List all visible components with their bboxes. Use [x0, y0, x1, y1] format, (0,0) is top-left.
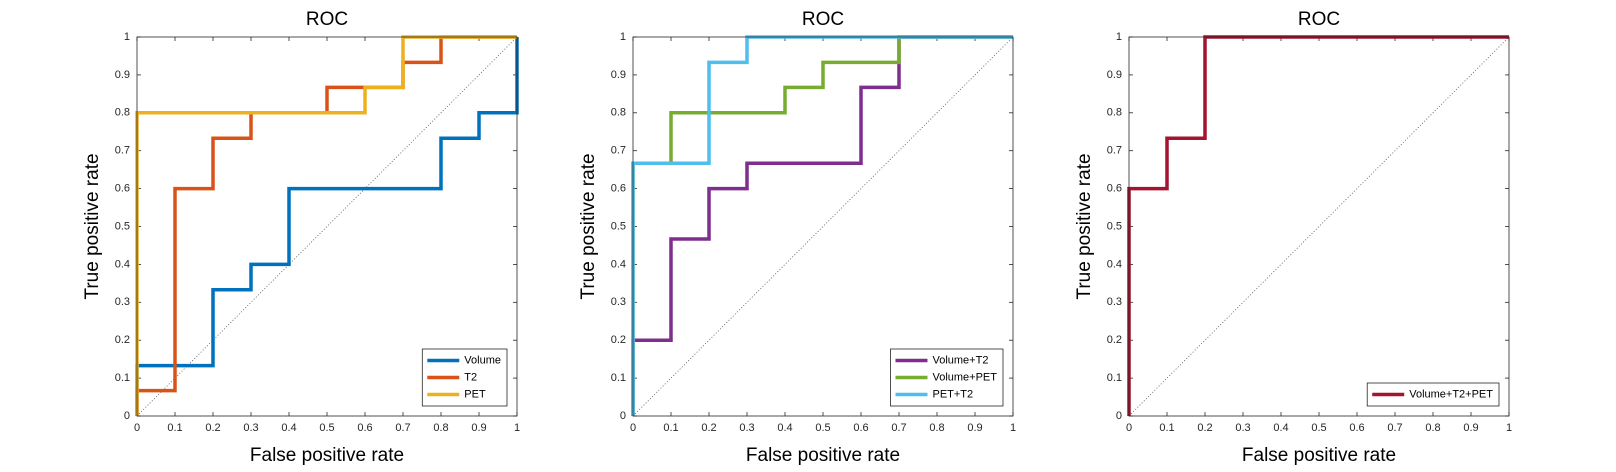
y-tick-label: 0.9: [115, 69, 130, 81]
y-tick-label: 0.1: [1107, 372, 1122, 384]
x-tick-label: 0: [134, 422, 140, 434]
y-tick-label: 0.2: [115, 334, 130, 346]
y-tick-label: 0.5: [1107, 220, 1122, 232]
y-tick-label: 0.7: [1107, 145, 1122, 157]
y-axis-label: True positive rate: [82, 153, 103, 299]
y-tick-label: 0.3: [1107, 296, 1122, 308]
x-tick-label: 0.8: [1425, 422, 1440, 434]
legend: Volume+T2 Volume+PET PET+T2: [890, 348, 1004, 407]
y-tick-label: 0.7: [611, 145, 626, 157]
x-tick-label: 0.9: [1463, 422, 1478, 434]
y-tick-label: 0.5: [611, 220, 626, 232]
y-tick-label: 0.8: [1107, 107, 1122, 119]
legend-label: PET+T2: [932, 388, 973, 400]
x-tick-label: 0: [630, 422, 636, 434]
y-tick-label: 0.2: [611, 334, 626, 346]
x-tick-label: 0.1: [663, 422, 678, 434]
y-tick-label: 0.3: [115, 296, 130, 308]
x-tick-label: 0.2: [1197, 422, 1212, 434]
axes-box: [1128, 36, 1510, 417]
x-tick-label: 1: [1010, 422, 1016, 434]
y-tick-label: 1: [1116, 31, 1122, 43]
y-tick-label: 0.3: [611, 296, 626, 308]
y-tick-label: 0.8: [611, 107, 626, 119]
x-tick-label: 0.3: [1235, 422, 1250, 434]
legend-label: Volume+T2: [932, 354, 988, 366]
chance-line: [1128, 36, 1510, 417]
y-tick-label: 0.4: [115, 258, 130, 270]
x-tick-label: 0.8: [433, 422, 448, 434]
y-tick-label: 0.9: [611, 69, 626, 81]
y-axis-label: True positive rate: [1074, 153, 1095, 299]
y-tick-label: 0.1: [115, 372, 130, 384]
y-tick-label: 0.4: [1107, 258, 1122, 270]
chart-title: ROC: [306, 9, 348, 30]
x-tick-label: 0.2: [205, 422, 220, 434]
y-tick-label: 0.6: [115, 183, 130, 195]
roc-curve: [135, 37, 519, 416]
x-tick-label: 0.4: [777, 422, 792, 434]
y-tick-label: 0.1: [611, 372, 626, 384]
y-tick-label: 0.8: [115, 107, 130, 119]
y-tick-label: 0: [124, 410, 130, 422]
legend-box: [1366, 382, 1500, 407]
y-tick-label: 0.5: [115, 220, 130, 232]
y-tick-label: 0.6: [611, 183, 626, 195]
chance-line: [136, 36, 518, 417]
x-tick-label: 0.5: [319, 422, 334, 434]
x-tick-label: 0.5: [815, 422, 830, 434]
y-tick-label: 0.7: [115, 145, 130, 157]
y-tick-label: 0.6: [1107, 183, 1122, 195]
legend-label: PET: [464, 388, 486, 400]
x-axis-label: False positive rate: [746, 445, 900, 466]
legend: Volume+T2+PET: [1366, 382, 1500, 407]
roc-curve: [631, 35, 1013, 416]
x-tick-label: 0.1: [167, 422, 182, 434]
y-tick-label: 0: [1116, 410, 1122, 422]
legend: Volume T2 PET: [421, 348, 508, 407]
x-tick-label: 1: [514, 422, 520, 434]
legend-label: Volume: [464, 354, 501, 366]
y-axis-label: True positive rate: [578, 153, 599, 299]
axes-box: [136, 36, 518, 417]
x-tick-label: 0.6: [1349, 422, 1364, 434]
legend-label: T2: [464, 371, 477, 383]
x-axis-label: False positive rate: [1242, 445, 1396, 466]
x-tick-label: 0.4: [1273, 422, 1288, 434]
x-tick-label: 0.2: [701, 422, 716, 434]
chance-line: [632, 36, 1014, 417]
x-tick-label: 0.5: [1311, 422, 1326, 434]
x-tick-label: 0.8: [929, 422, 944, 434]
x-tick-label: 0.6: [853, 422, 868, 434]
y-tick-label: 1: [124, 31, 130, 43]
y-tick-label: 0.9: [1107, 69, 1122, 81]
x-tick-label: 0.3: [739, 422, 754, 434]
x-tick-label: 0.7: [1387, 422, 1402, 434]
chart-title: ROC: [802, 9, 844, 30]
x-tick-label: 0.1: [1159, 422, 1174, 434]
x-tick-label: 0.3: [243, 422, 258, 434]
x-tick-label: 0.7: [395, 422, 410, 434]
y-tick-label: 0.4: [611, 258, 626, 270]
y-tick-label: 0.2: [1107, 334, 1122, 346]
x-tick-label: 0.9: [967, 422, 982, 434]
x-tick-label: 0.4: [281, 422, 296, 434]
x-tick-label: 1: [1506, 422, 1512, 434]
axes-box: [632, 36, 1014, 417]
y-tick-label: 0: [620, 410, 626, 422]
legend-label: Volume+PET: [932, 371, 997, 383]
y-tick-label: 1: [620, 31, 626, 43]
x-tick-label: 0.6: [357, 422, 372, 434]
legend-label: Volume+T2+PET: [1409, 388, 1493, 400]
x-tick-label: 0: [1126, 422, 1132, 434]
x-axis-label: False positive rate: [250, 445, 404, 466]
x-tick-label: 0.9: [471, 422, 486, 434]
x-tick-label: 0.7: [891, 422, 906, 434]
chart-title: ROC: [1298, 9, 1340, 30]
